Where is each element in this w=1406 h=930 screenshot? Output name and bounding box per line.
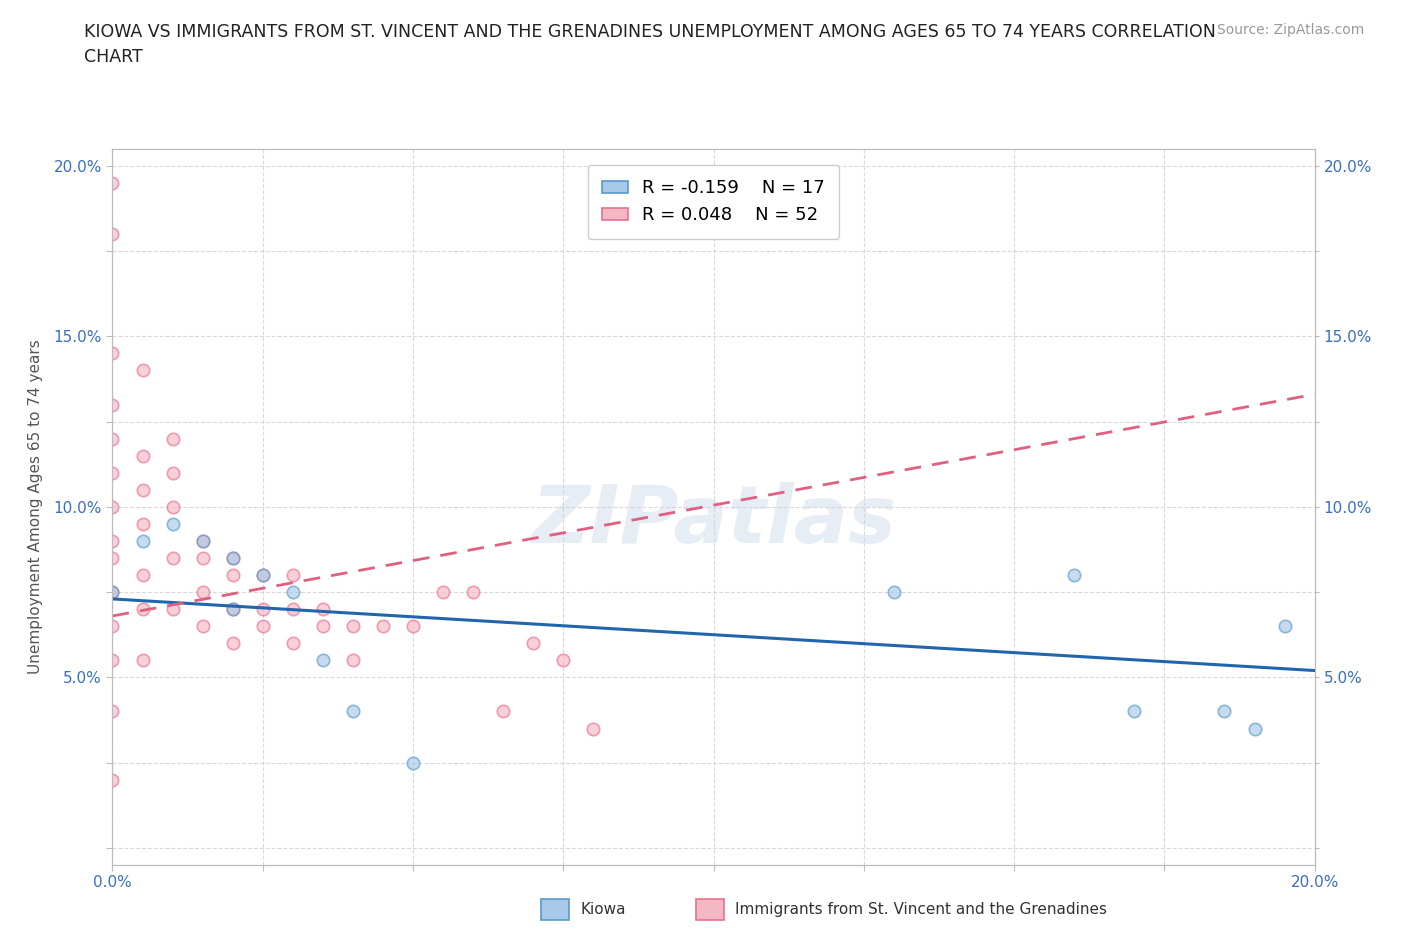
Point (371, 618, 394, 633)
Point (1213, 704, 1236, 719)
Point (222, 602, 245, 617)
Point (131, 602, 153, 617)
Point (252, 618, 274, 633)
Point (101, 772, 124, 787)
Point (461, 585, 484, 600)
Point (281, 585, 304, 600)
Point (191, 618, 214, 633)
Text: KIOWA VS IMMIGRANTS FROM ST. VINCENT AND THE GRENADINES UNEMPLOYMENT AMONG AGES : KIOWA VS IMMIGRANTS FROM ST. VINCENT AND… (84, 23, 1216, 41)
Point (222, 551, 245, 565)
Point (101, 176, 124, 191)
Point (281, 602, 304, 617)
Point (162, 499, 184, 514)
Point (252, 602, 274, 617)
Point (1243, 721, 1265, 736)
Text: Kiowa: Kiowa (581, 902, 626, 917)
Point (342, 618, 364, 633)
Point (101, 227, 124, 242)
Point (191, 534, 214, 549)
Point (101, 499, 124, 514)
Point (222, 551, 245, 565)
Text: Immigrants from St. Vincent and the Grenadines: Immigrants from St. Vincent and the Gren… (735, 902, 1108, 917)
Point (191, 534, 214, 549)
Point (312, 653, 335, 668)
Point (131, 534, 153, 549)
Legend: R = -0.159    N = 17, R = 0.048    N = 52: R = -0.159 N = 17, R = 0.048 N = 52 (588, 165, 839, 239)
Point (131, 567, 153, 582)
Point (131, 483, 153, 498)
Point (101, 618, 124, 633)
Point (162, 432, 184, 446)
Point (281, 567, 304, 582)
Point (191, 551, 214, 565)
Point (162, 551, 184, 565)
Point (131, 653, 153, 668)
Point (402, 618, 425, 633)
Point (582, 721, 605, 736)
Point (222, 636, 245, 651)
Point (281, 636, 304, 651)
Point (312, 602, 335, 617)
Point (101, 432, 124, 446)
Point (432, 585, 454, 600)
Point (252, 567, 274, 582)
Y-axis label: Unemployment Among Ages 65 to 74 years: Unemployment Among Ages 65 to 74 years (28, 339, 42, 674)
Point (101, 551, 124, 565)
Point (342, 704, 364, 719)
Point (101, 585, 124, 600)
Text: ZIPatlas: ZIPatlas (531, 482, 896, 560)
Point (222, 567, 245, 582)
Point (312, 618, 335, 633)
Point (101, 704, 124, 719)
Point (252, 567, 274, 582)
Point (222, 602, 245, 617)
Point (162, 465, 184, 480)
Point (101, 585, 124, 600)
Point (522, 636, 544, 651)
Point (131, 448, 153, 463)
Point (162, 602, 184, 617)
Point (191, 585, 214, 600)
Point (131, 516, 153, 531)
Point (1063, 567, 1085, 582)
Point (101, 653, 124, 668)
Point (101, 397, 124, 412)
Point (131, 363, 153, 378)
Point (101, 465, 124, 480)
Point (553, 653, 575, 668)
Point (1123, 704, 1146, 719)
Point (162, 516, 184, 531)
Point (101, 534, 124, 549)
Point (1274, 618, 1296, 633)
Text: CHART: CHART (84, 48, 143, 66)
Point (101, 346, 124, 361)
Point (342, 653, 364, 668)
Point (402, 755, 425, 770)
Point (492, 704, 515, 719)
Text: Source: ZipAtlas.com: Source: ZipAtlas.com (1216, 23, 1364, 37)
Point (883, 585, 905, 600)
